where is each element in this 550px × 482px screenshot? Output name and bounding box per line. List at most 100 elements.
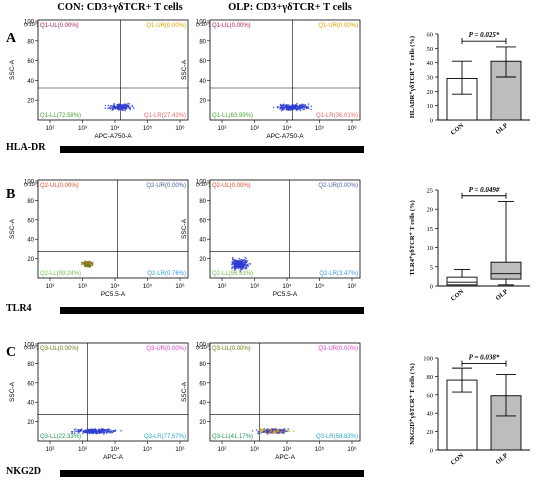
y-exponent: (x10³) [24,182,39,188]
quadrant-ur-label: Q3-UR(0.00%) [146,346,186,352]
y-tick-label: 10 [427,103,434,110]
x-tick-label: 10⁴ [110,283,120,290]
y-tick-label: 5 [430,264,433,271]
event-dots [251,427,295,436]
y-axis-label: SSC-A [9,59,16,80]
marker-bar [60,146,364,153]
x-tick-label: 10² [218,284,227,290]
olp-flow-plot-c: 20 40 60 80 100(x10³) SSC-A 10² 10³ 10⁴ 10⁵ 10⁶ APC… [181,342,361,461]
con-title: CON: CD3+γδTCR+ T cells [57,2,182,13]
x-tick-label: 10⁴ [282,446,292,453]
y-tick-label: 20 [27,420,34,426]
y-axis-label: SSC-A [181,381,188,402]
chart-1: 0 10 20 30 40 50 60 HLADR⁺γδTCR⁺ T cells (%) CON… [409,31,530,137]
box-olp [490,261,522,280]
quadrant-ul-label: Q1-UL(0.00%) [40,23,79,29]
x-tick-label: 10³ [78,126,87,132]
panel-letter: B [6,187,15,202]
y-tick-label: 100 [196,342,207,348]
quadrant-ul-label: Q3-UL(0.00%) [212,346,251,352]
marker-label: TLR4 [6,303,32,314]
y-tick-label: 20 [27,257,34,263]
y-tick-label: 20 [427,207,434,214]
y-axis-label: TLR4⁺γδTCR⁺ T cells (%) [409,200,416,275]
quadrant-ul-label: Q1-UL(0.00%) [212,23,251,29]
y-tick-label: 40 [27,401,34,407]
y-tick-label: 20 [427,89,434,96]
y-tick-label: 40 [27,238,34,244]
quadrant-ll-label: Q2-LL(99.24%) [40,271,81,277]
x-tick-label: 10⁶ [347,125,357,132]
y-tick-label: 60 [199,59,206,65]
quadrant-lr-label: Q2-LR(0.76%) [147,271,186,277]
y-axis-label: SSC-A [9,381,16,402]
olp-title: OLP: CD3+γδTCR+ T cells [228,2,352,13]
x-tick-label: 10³ [250,126,259,132]
x-tick-label: 10² [218,126,227,132]
plot-frame [37,19,189,121]
x-tick-label: 10⁵ [315,125,325,132]
panel-letter: C [6,345,16,360]
y-tick-label: 15 [427,226,434,233]
y-exponent: (x10³) [24,22,39,28]
y-tick-label: 20 [199,420,206,426]
p-value-annotation: P = 0.038* [469,354,500,362]
quadrant-ur-label: Q2-UR(0.00%) [146,183,186,189]
x-tick-label: 10³ [78,284,87,290]
y-exponent: (x10³) [196,22,211,28]
y-axis-label: SSC-A [181,218,188,239]
y-tick-label: 40 [199,238,206,244]
quadrant-ul-label: Q2-UL(0.00%) [40,183,79,189]
panel-letter: A [6,31,17,46]
x-tick-label: 10⁵ [143,446,153,453]
x-tick-label: 10⁵ [143,283,153,290]
y-tick-label: 60 [427,32,434,39]
x-tick-label: 10⁶ [175,125,185,132]
x-tick-label: 10² [46,126,55,132]
x-tick-label: 10⁶ [175,283,185,290]
y-tick-label: 30 [427,75,434,82]
quadrant-lr-label: Q2-LR(3.47%) [319,271,358,277]
con-flow-plot-c: 20 40 60 80 100(x10³) SSC-A 10² 10³ 10⁴ 10⁵ 10⁶ APC… [9,342,189,461]
y-tick-label: 40 [27,79,34,85]
chart-2: 0 5 10 15 20 25 TLR4⁺γδTCR⁺ T cells (%) CON OLP P… [409,186,530,303]
y-tick-label: 80 [199,362,206,368]
event-dots [104,102,135,112]
y-tick-label: 80 [427,374,434,381]
y-axis-label: NKG2D⁺γδTCR⁺ T cells (%) [409,363,416,444]
x-tick-label: 10⁶ [175,446,185,453]
y-tick-label: 80 [27,39,34,45]
x-axis-label: APC-A [103,454,124,461]
y-tick-label: 60 [199,381,206,387]
quadrant-lr-label: Q1-LR(36.01%) [316,113,358,119]
chart-3: 0 20 40 60 80 100 NKG2D⁺γδTCR⁺ T cells (%) CON O… [409,354,530,467]
y-tick-label: 20 [199,257,206,263]
x-tick-label: 10² [218,447,227,453]
category-label: OLP [495,452,510,466]
marker-bar [60,307,364,314]
x-tick-label: 10⁴ [282,125,292,132]
x-tick-label: 10⁵ [143,125,153,132]
con-flow-plot-b: 20 40 60 80 100(x10³) SSC-A 10² 10³ 10⁴ 10⁵ 10⁶ PC5… [9,179,189,298]
x-axis-label: APC-A750-A [266,133,304,140]
x-tick-label: 10² [46,284,55,290]
marker-bar [60,470,364,477]
x-tick-label: 10⁵ [315,446,325,453]
con-flow-plot-a: 20 40 60 80 100(x10³) SSC-A 10² 10³ 10⁴ 10⁵ 10⁶ APC… [9,19,189,140]
flow-cytometry-panels: A 20 40 60 80 100 (x10³) SSC-A 10² 10³ 10⁴ 10⁵ 10⁶ AP… [6,19,364,477]
category-label: CON [450,452,466,467]
category-label: CON [450,288,466,303]
plot-frame [37,342,189,442]
y-tick-label: 40 [199,401,206,407]
x-tick-label: 10⁴ [110,125,120,132]
quadrant-lr-label: Q1-LR(27.42%) [144,113,186,119]
y-tick-label: 60 [27,59,34,65]
x-tick-label: 10³ [78,447,87,453]
marker-label: HLA-DR [6,142,46,153]
y-tick-label: 100 [24,342,35,348]
y-tick-label: 0 [430,284,433,291]
plot-frame [209,19,361,121]
y-tick-label: 0 [430,448,433,455]
x-tick-label: 10³ [250,284,259,290]
